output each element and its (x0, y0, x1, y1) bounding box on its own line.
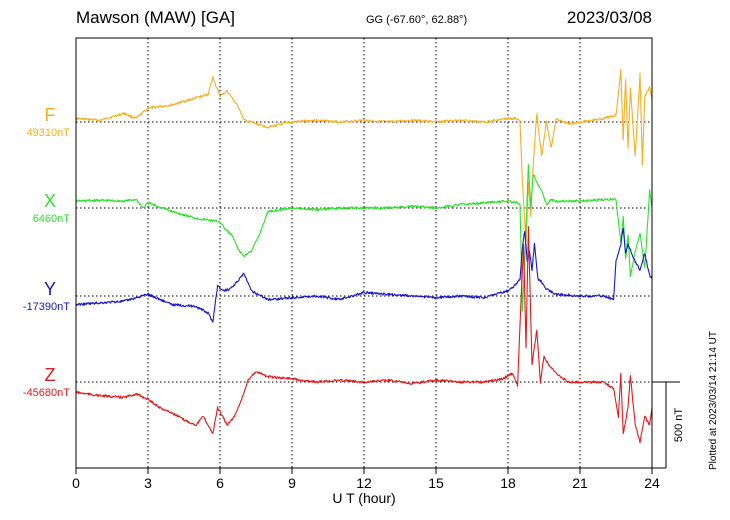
date-label: 2023/03/08 (567, 8, 652, 27)
grid (147, 38, 581, 468)
x-tick-label-6: 6 (216, 475, 224, 491)
channel-name-F: F (45, 105, 56, 125)
channel-name-Z: Z (45, 365, 56, 385)
x-tick-label-0: 0 (72, 475, 80, 491)
x-tick-label-9: 9 (288, 475, 296, 491)
channel-name-Y: Y (44, 279, 56, 299)
channel-baseline-X: 6460nT (33, 213, 71, 225)
series-line-X (75, 164, 653, 312)
x-tick-label-21: 21 (572, 475, 588, 491)
channel-baseline-Z: -45680nT (23, 387, 70, 399)
x-tick-label-18: 18 (500, 475, 516, 491)
channel-baseline-Y: -17390nT (23, 301, 70, 313)
series-line-Z (75, 226, 653, 444)
x-tick-label-3: 3 (144, 475, 152, 491)
series-lines (75, 68, 653, 444)
channel-baseline-F: 49310nT (27, 127, 71, 139)
x-tick-label-15: 15 (428, 475, 444, 491)
channel-name-X: X (44, 191, 56, 211)
x-axis-label: U T (hour) (332, 490, 395, 506)
series-line-Y (75, 227, 653, 323)
plotted-timestamp: Plotted at 2023/03/14 21:14 UT (708, 331, 719, 470)
x-tick-label-12: 12 (356, 475, 372, 491)
channel-labels: F 49310nT X 6460nT Y -17390nT Z -45680nT (23, 105, 70, 399)
station-title: Mawson (MAW) [GA] (76, 8, 235, 27)
series-line-F (75, 68, 653, 243)
scale-bar-label: 500 nT (673, 408, 685, 443)
scale-bar: 500 nT (652, 381, 685, 469)
coordinates-label: GG (-67.60°, 62.88°) (366, 14, 467, 26)
x-tick-label-24: 24 (644, 475, 660, 491)
x-ticks: 0 3 6 9 12 15 18 21 24 (72, 468, 660, 491)
